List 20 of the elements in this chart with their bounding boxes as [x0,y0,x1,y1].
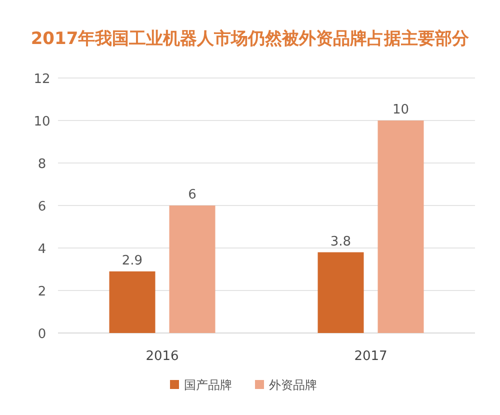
x-tick-label: 2016 [146,349,179,364]
y-tick-label: 0 [38,327,46,342]
legend-label: 外资品牌 [269,378,317,392]
data-label: 6 [188,188,196,202]
bar [109,271,156,333]
chart-title: 2017年我国工业机器人市场仍然被外资品牌占据主要部分 [30,29,470,49]
data-label: 3.8 [330,234,352,250]
x-tick-label: 2017 [354,349,388,364]
data-label: 2.9 [122,253,143,268]
y-tick-label: 2 [38,284,46,300]
y-tick-label: 8 [38,157,46,172]
y-tick-label: 10 [34,114,50,130]
data-label: 10 [392,102,410,118]
bar [318,252,364,333]
y-tick-label: 4 [38,242,46,257]
y-tick-label: 6 [38,200,46,214]
bar [169,206,216,333]
y-tick-label: 12 [34,72,50,87]
legend-label: 国产品牌 [184,378,232,392]
bar [378,120,424,333]
